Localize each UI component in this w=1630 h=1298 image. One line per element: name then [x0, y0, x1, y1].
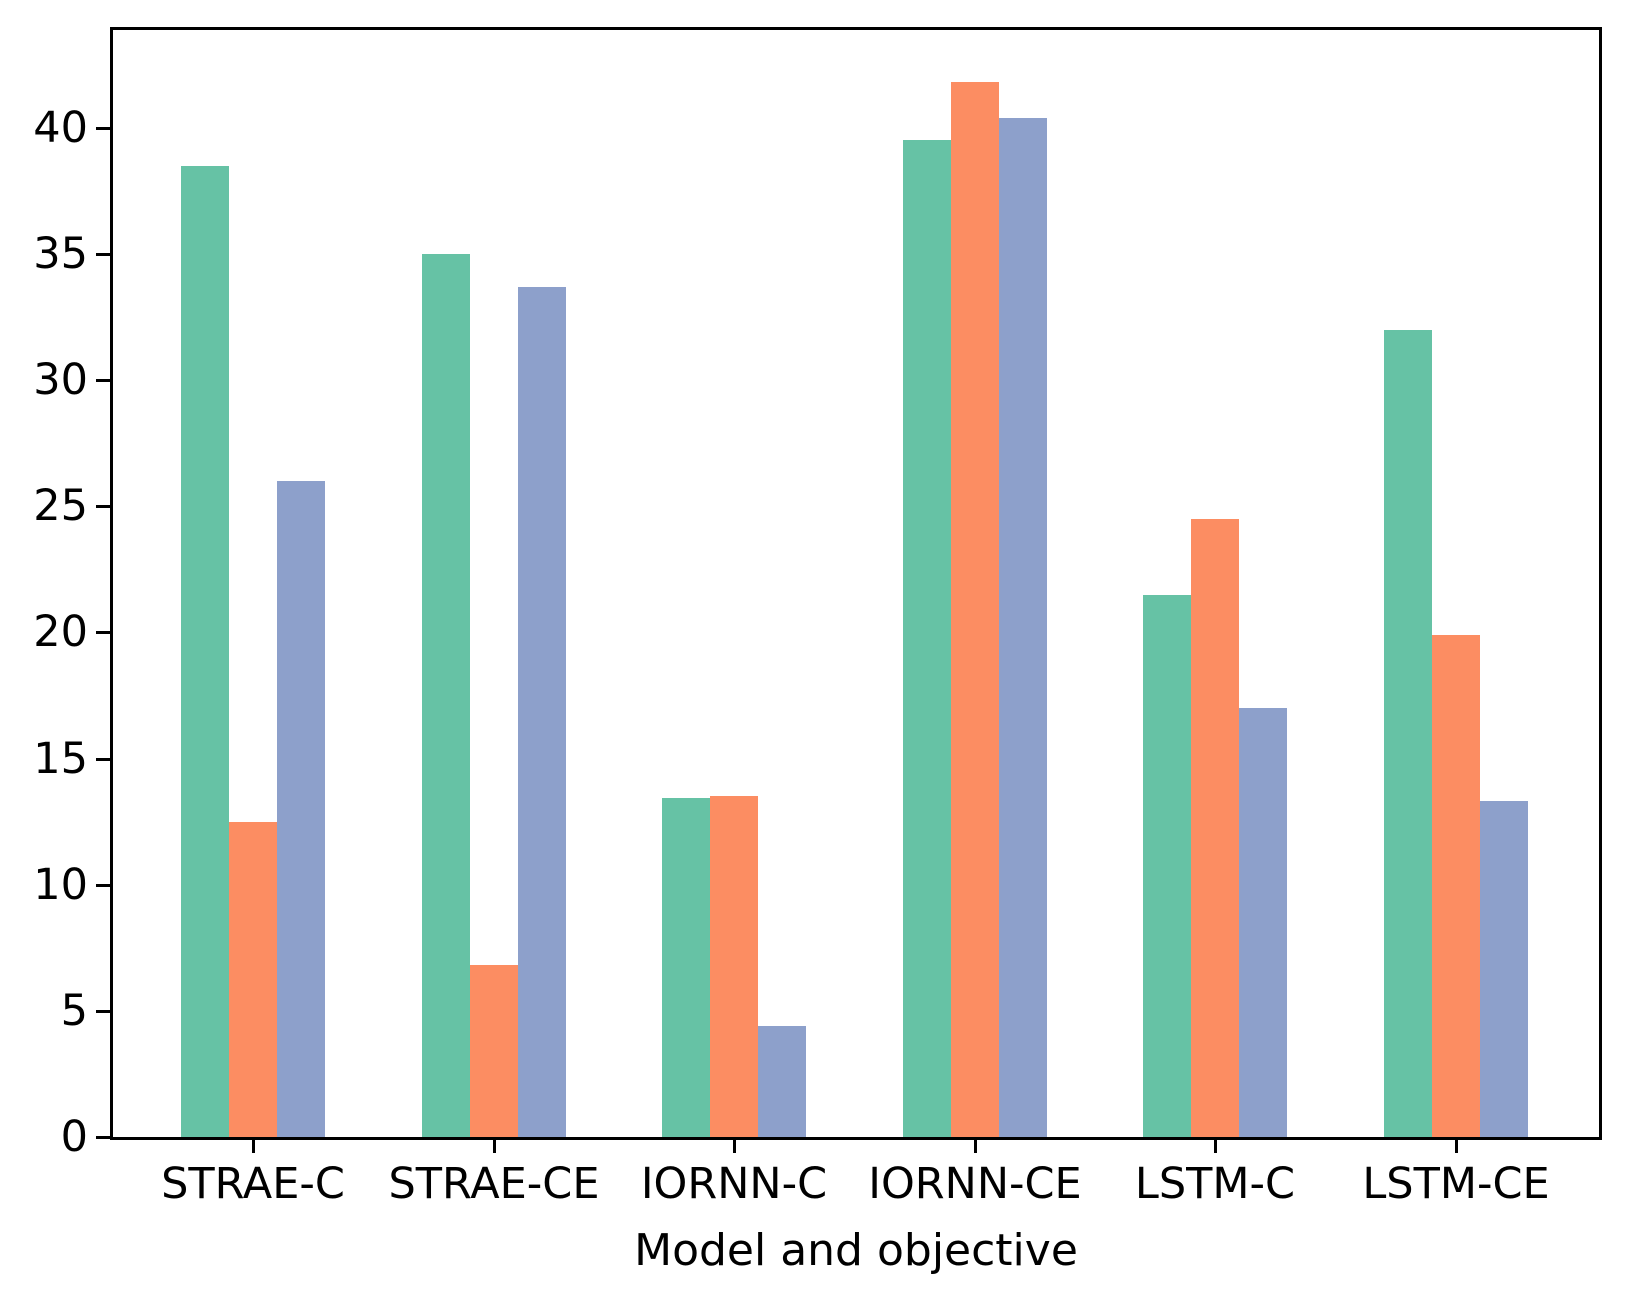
bar-series-blue-IORNN-C — [758, 1026, 806, 1137]
y-tick-label: 20 — [33, 607, 88, 657]
y-tick-label: 25 — [33, 481, 88, 531]
y-tick-mark — [96, 1010, 110, 1013]
y-tick-mark — [96, 253, 110, 256]
bar-series-orange-STRAE-C — [229, 822, 277, 1137]
plot-area-border — [110, 27, 1602, 1140]
y-tick-label: 40 — [33, 103, 88, 153]
x-tick-label-STRAE-CE: STRAE-CE — [388, 1159, 600, 1209]
x-tick-label-LSTM-C: LSTM-C — [1134, 1159, 1296, 1209]
bar-series-green-STRAE-CE — [422, 254, 470, 1137]
bar-series-blue-LSTM-CE — [1480, 801, 1528, 1137]
bar-series-blue-LSTM-C — [1239, 708, 1287, 1137]
x-tick-mark — [733, 1139, 736, 1153]
y-tick-label: 5 — [60, 986, 88, 1036]
x-tick-label-IORNN-CE: IORNN-CE — [868, 1159, 1082, 1209]
bar-series-green-LSTM-C — [1143, 595, 1191, 1137]
x-tick-label-IORNN-C: IORNN-C — [640, 1159, 828, 1209]
bar-series-orange-LSTM-C — [1191, 519, 1239, 1137]
bar-series-green-IORNN-CE — [903, 140, 951, 1137]
y-tick-label: 15 — [33, 734, 88, 784]
x-tick-mark — [974, 1139, 977, 1153]
y-tick-mark — [96, 758, 110, 761]
y-tick-mark — [96, 884, 110, 887]
y-tick-mark — [96, 127, 110, 130]
y-tick-mark — [96, 505, 110, 508]
x-axis-label: Model and objective — [634, 1225, 1078, 1276]
y-tick-mark — [96, 379, 110, 382]
bar-series-blue-IORNN-CE — [999, 118, 1047, 1137]
y-tick-mark — [96, 1136, 110, 1139]
bar-series-green-STRAE-C — [181, 166, 229, 1137]
bar-series-blue-STRAE-CE — [518, 287, 566, 1137]
bar-series-green-LSTM-CE — [1384, 330, 1432, 1137]
bar-series-orange-IORNN-CE — [951, 82, 999, 1137]
y-tick-label: 0 — [60, 1112, 88, 1162]
y-tick-label: 30 — [33, 355, 88, 405]
bar-series-orange-STRAE-CE — [470, 965, 518, 1137]
bar-series-blue-STRAE-C — [277, 481, 325, 1137]
x-tick-label-LSTM-CE: LSTM-CE — [1362, 1159, 1550, 1209]
y-tick-label: 35 — [33, 229, 88, 279]
x-tick-mark — [252, 1139, 255, 1153]
x-tick-mark — [493, 1139, 496, 1153]
x-tick-label-STRAE-C: STRAE-C — [161, 1159, 345, 1209]
bar-series-orange-IORNN-C — [710, 796, 758, 1137]
x-tick-mark — [1455, 1139, 1458, 1153]
y-tick-mark — [96, 631, 110, 634]
y-tick-label: 10 — [33, 860, 88, 910]
x-tick-mark — [1214, 1139, 1217, 1153]
bar-series-green-IORNN-C — [662, 798, 710, 1137]
bar-series-orange-LSTM-CE — [1432, 635, 1480, 1137]
